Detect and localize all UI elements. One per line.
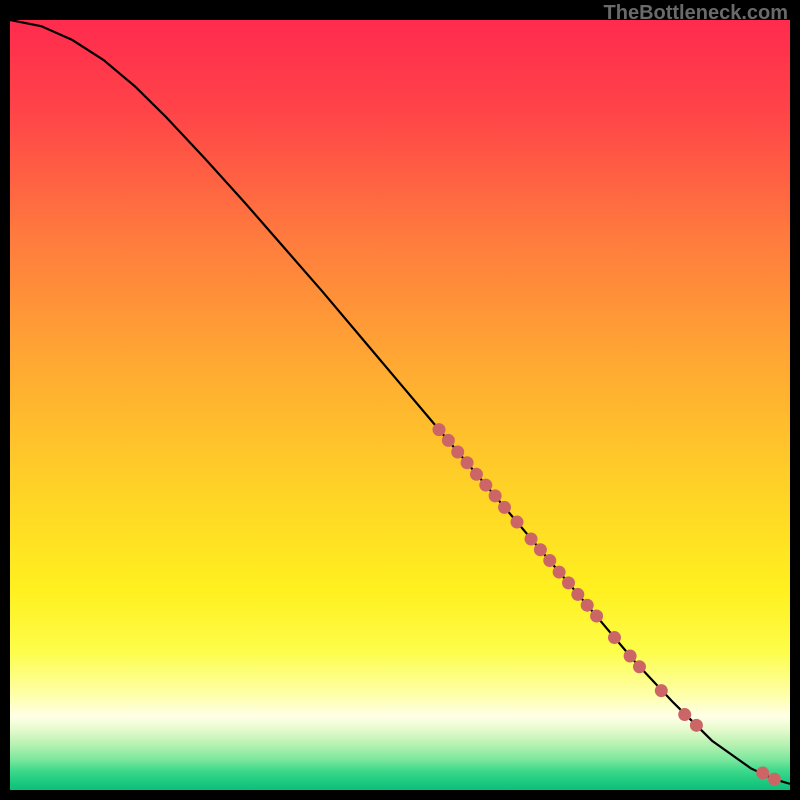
data-marker [678, 708, 691, 721]
data-marker [498, 501, 511, 514]
data-marker [624, 650, 637, 663]
data-marker [756, 767, 769, 780]
chart-container: TheBottleneck.com [0, 0, 800, 800]
data-marker [461, 456, 474, 469]
data-marker [633, 660, 646, 673]
data-marker [479, 479, 492, 492]
data-marker [690, 719, 703, 732]
data-marker [534, 543, 547, 556]
gradient-background [10, 20, 790, 790]
data-marker [489, 489, 502, 502]
data-marker [581, 599, 594, 612]
data-marker [590, 609, 603, 622]
data-marker [451, 445, 464, 458]
data-marker [470, 468, 483, 481]
data-marker [511, 516, 524, 529]
plot-area [10, 20, 790, 790]
data-marker [655, 684, 668, 697]
data-marker [562, 576, 575, 589]
data-marker [433, 423, 446, 436]
chart-svg [10, 20, 790, 790]
data-marker [768, 773, 781, 786]
data-marker [608, 631, 621, 644]
data-marker [442, 434, 455, 447]
data-marker [543, 554, 556, 567]
data-marker [525, 532, 538, 545]
data-marker [571, 588, 584, 601]
data-marker [553, 566, 566, 579]
